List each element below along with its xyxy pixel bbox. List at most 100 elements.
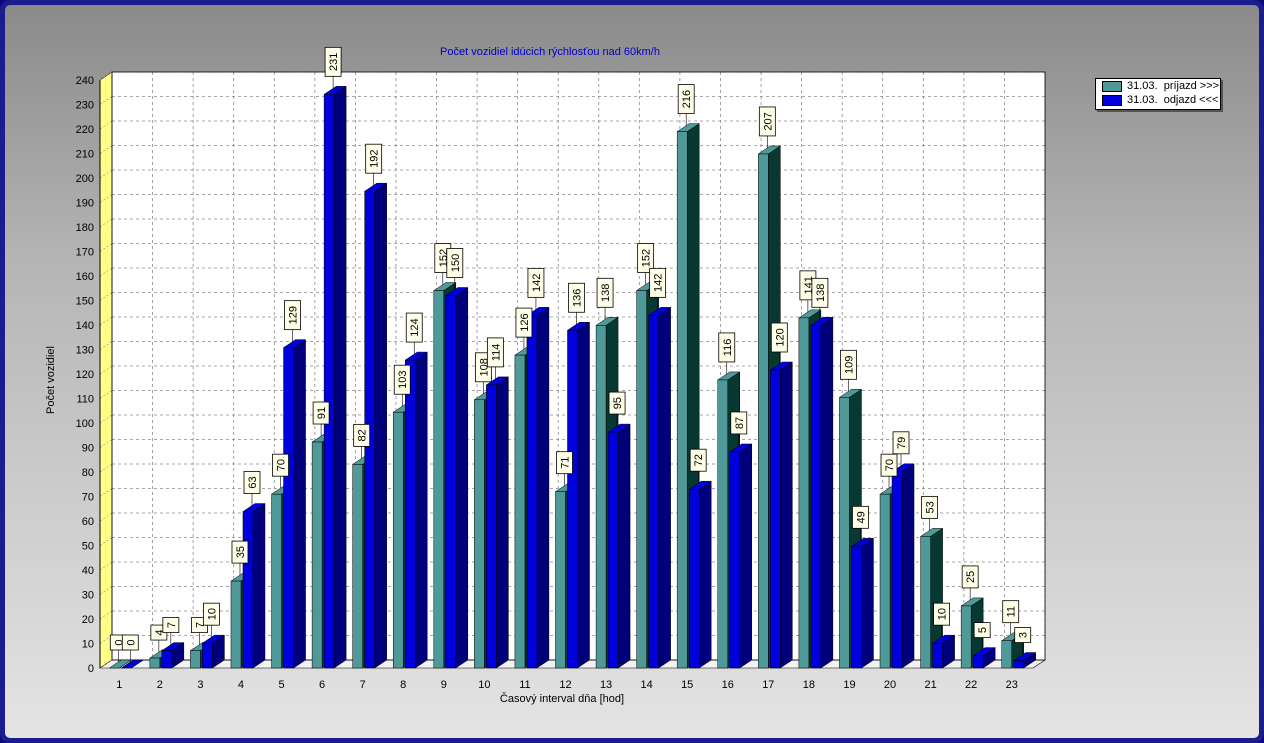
data-label: 126	[519, 313, 531, 331]
bar-departure	[161, 642, 185, 669]
bar-departure	[931, 634, 956, 669]
x-tick-label: 3	[197, 679, 203, 691]
data-label-box	[677, 84, 695, 114]
y-tick-label: 180	[76, 222, 94, 234]
bar-departure	[242, 503, 266, 669]
y-tick-label: 120	[76, 369, 94, 381]
data-label-box	[365, 143, 383, 174]
x-tick-label: 1	[116, 679, 122, 691]
gridline-wall	[99, 169, 113, 179]
chart-title: Počet vozidiel idúcich rýchlosťou nad 60…	[440, 46, 660, 58]
x-tick-label: 7	[360, 679, 366, 691]
data-label: 72	[693, 454, 705, 466]
x-tick-label: 11	[519, 679, 530, 691]
data-label-box	[162, 617, 180, 634]
x-axis-label: Časový interval dňa [hod]	[500, 692, 624, 705]
data-label: 63	[247, 476, 259, 488]
data-label: 49	[855, 511, 867, 523]
bar-departure	[485, 376, 510, 669]
data-label: 10	[937, 608, 949, 620]
x-tick-label: 2	[157, 679, 163, 691]
legend-label-departure: 31.03. odjazd <<<	[1127, 94, 1219, 106]
data-label: 87	[734, 417, 746, 429]
bar-departure	[688, 480, 713, 669]
data-label: 142	[653, 274, 665, 292]
gridline-wall	[99, 145, 113, 154]
data-label: 71	[560, 457, 572, 469]
x-tick-label: 16	[722, 679, 734, 691]
data-label: 35	[235, 546, 247, 558]
y-tick-label: 200	[76, 173, 94, 185]
data-label-box	[608, 391, 626, 415]
legend-swatch-arrival	[1102, 80, 1122, 92]
gridline-wall	[99, 537, 113, 546]
bar-departure	[282, 339, 307, 669]
data-label-box	[312, 401, 330, 425]
bar-departure	[566, 321, 591, 669]
data-label-box	[405, 312, 423, 343]
x-tick-label: 4	[238, 679, 244, 691]
x-tick-label: 10	[478, 679, 490, 691]
y-tick-label: 20	[82, 614, 94, 626]
gridline-wall	[99, 586, 113, 595]
data-label-box	[718, 332, 736, 363]
y-tick-label: 30	[82, 590, 94, 602]
data-label-box	[446, 248, 464, 278]
y-tick-label: 150	[76, 296, 94, 308]
gridline-wall	[99, 610, 113, 620]
gridline-wall	[99, 512, 113, 522]
data-label: 7	[166, 622, 178, 628]
data-label: 10	[206, 608, 218, 620]
data-label-box	[973, 622, 991, 638]
bar-departure	[850, 537, 875, 669]
data-label: 103	[397, 371, 409, 389]
data-label-box	[353, 423, 371, 447]
y-tick-label: 160	[76, 271, 94, 283]
data-label-box	[649, 267, 667, 298]
y-tick-label: 80	[82, 467, 94, 479]
data-label-box	[880, 453, 898, 477]
data-label: 91	[316, 407, 328, 419]
data-label: 124	[409, 318, 421, 336]
data-label-box	[840, 349, 857, 380]
data-label: 138	[600, 284, 612, 302]
data-label-box	[324, 46, 342, 77]
gridline-wall	[99, 365, 113, 375]
y-tick-label: 240	[76, 75, 94, 87]
x-tick-label: 21	[924, 679, 936, 691]
x-tick-label: 20	[884, 679, 896, 691]
x-tick-label: 14	[641, 679, 653, 691]
data-label: 53	[925, 501, 937, 513]
data-label: 207	[762, 112, 774, 130]
data-label-box	[1002, 600, 1020, 624]
data-label-box	[556, 451, 573, 475]
bar-arrival	[108, 659, 133, 669]
data-label: 0	[125, 639, 137, 645]
data-label: 0	[113, 639, 125, 645]
data-label-box	[689, 448, 707, 472]
data-label: 70	[884, 459, 896, 471]
x-tick-label: 17	[762, 679, 774, 691]
data-label: 3	[1018, 632, 1030, 638]
data-label: 114	[490, 344, 502, 362]
data-label-box	[892, 431, 910, 455]
data-label-box	[758, 106, 776, 137]
gridline-wall	[99, 194, 113, 203]
x-tick-label: 15	[681, 679, 693, 691]
bar-departure	[769, 361, 794, 669]
data-label-box	[568, 282, 585, 313]
gridline-wall	[99, 659, 113, 669]
data-label: 150	[450, 254, 462, 272]
y-tick-label: 50	[82, 541, 94, 553]
bar-departure	[323, 85, 347, 669]
legend-label-arrival: 31.03. príjazd >>>	[1127, 80, 1220, 92]
y-tick-label: 70	[82, 492, 94, 504]
x-tick-label: 9	[441, 679, 447, 691]
gridline-wall	[99, 414, 113, 424]
bar-departure	[607, 423, 631, 669]
data-label-box	[231, 540, 249, 564]
legend-item-departure: 31.03. odjazd <<<	[1096, 93, 1220, 107]
x-tick-label: 19	[843, 679, 855, 691]
legend: 31.03. príjazd >>> 31.03. odjazd <<<	[1095, 78, 1221, 110]
y-axis-label: Počet vozidiel	[45, 346, 57, 414]
